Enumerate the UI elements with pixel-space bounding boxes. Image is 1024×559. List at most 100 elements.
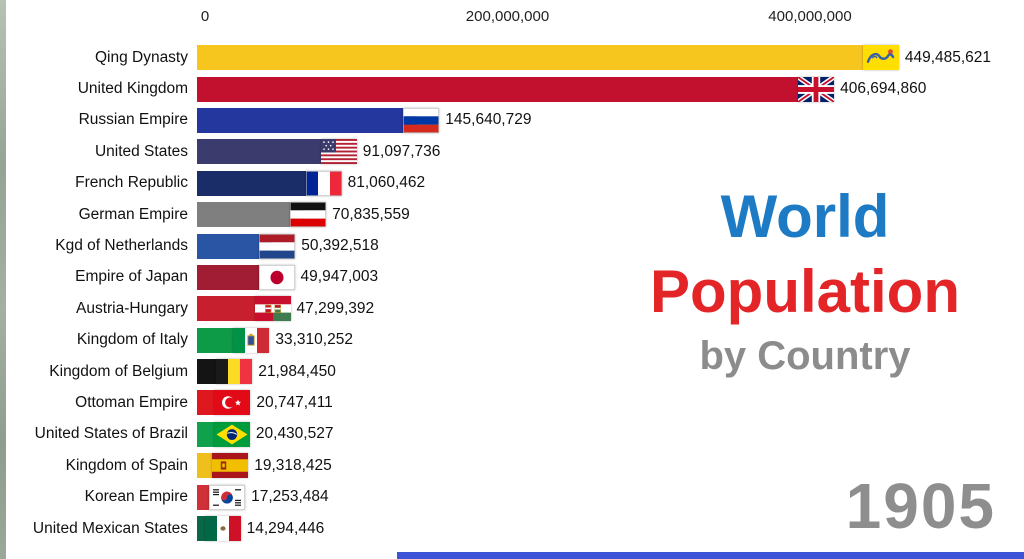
bar-row: Kingdom of Belgium 21,984,450 [0,356,1024,387]
population-bar [197,45,877,71]
chart-title: World Population by Country [600,185,1010,377]
bar-track: 19,318,425 [197,453,1024,479]
bar-row: Austria-Hungary 47,299,392 [0,293,1024,324]
japan-flag-icon [258,264,295,290]
x-axis-tick-label: 200,000,000 [465,8,550,25]
value-label: 20,747,411 [256,393,333,411]
country-label: Kingdom of Belgium [49,362,188,380]
bottom-edge-artifact [397,552,1024,559]
bars-area: Qing Dynasty 449,485,621 United Kingdom 406… [0,42,1024,544]
value-label: 50,392,518 [301,237,379,255]
bar-row: Kingdom of Spain 19,318,425 [0,450,1024,481]
bar-track: 70,835,559 [197,202,1024,228]
x-axis-tick-label: 0 [200,8,210,25]
bar-row: Russian Empire 145,640,729 [0,105,1024,136]
bar-track: 47,299,392 [197,296,1024,322]
title-line-world: World [720,183,890,250]
spain-flag-icon [212,453,249,479]
bar-row: United States 91,097,736 [0,136,1024,167]
country-label: Russian Empire [78,111,188,129]
value-label: 70,835,559 [332,205,410,223]
bar-track: 20,430,527 [197,421,1024,447]
brazil-flag-icon [213,421,250,447]
value-label: 33,310,252 [275,331,353,349]
country-label: Korean Empire [84,488,188,506]
country-label: Kingdom of Spain [65,456,188,474]
population-bar [197,202,305,228]
bar-track: 33,310,252 [197,327,1024,353]
bar-row: United Mexican States 14,294,446 [0,513,1024,544]
bar-track: 145,640,729 [197,107,1024,133]
belgium-flag-icon [216,359,253,385]
country-label: Qing Dynasty [94,48,188,66]
value-label: 20,430,527 [255,425,334,443]
united-states-flag-icon [320,139,357,165]
bar-row: German Empire 70,835,559 [0,199,1024,230]
x-axis-tick-label: 400,000,000 [768,8,852,25]
korean-empire-flag-icon [209,484,246,510]
country-label: German Empire [78,205,188,223]
population-bar [197,139,335,165]
country-label: Kingdom of Italy [76,331,188,349]
bar-row: Qing Dynasty 449,485,621 [0,42,1024,73]
country-label: United Kingdom [77,80,188,98]
value-label: 17,253,484 [251,488,329,506]
value-label: 449,485,621 [904,48,992,66]
value-label: 145,640,729 [445,111,532,129]
austria-hungary-flag-icon [254,296,291,322]
united-kingdom-flag-icon [798,76,835,102]
bar-row: United States of Brazil 20,430,527 [0,419,1024,450]
country-label: United Mexican States [32,519,188,537]
title-line-population: Population [650,258,960,325]
title-line-by-country: by Country [699,334,911,378]
value-label: 19,318,425 [254,456,332,474]
population-bar [197,76,813,102]
french-republic-flag-icon [305,170,342,196]
country-label: United States of Brazil [34,425,188,443]
country-label: Ottoman Empire [75,393,188,411]
ottoman-empire-flag-icon [214,390,251,416]
value-label: 406,694,860 [840,80,927,98]
country-label: United States [94,142,188,160]
bar-track: 21,984,450 [197,359,1024,385]
population-bar [197,170,320,196]
value-label: 21,984,450 [258,362,336,380]
bar-track: 406,694,860 [197,76,1024,102]
country-label: Kgd of Netherlands [55,237,188,255]
bar-track: 91,097,736 [197,139,1024,165]
value-label: 81,060,462 [347,174,426,192]
value-label: 91,097,736 [362,142,441,160]
qing-dynasty-flag-icon [862,45,899,71]
bar-row: Korean Empire 17,253,484 [0,481,1024,512]
country-label: French Republic [75,174,188,192]
russian-empire-flag-icon [403,107,440,133]
bar-row: Empire of Japan 49,947,003 [0,262,1024,293]
value-label: 14,294,446 [246,519,325,537]
bar-row: United Kingdom 406,694,860 [0,73,1024,104]
bar-row: Ottoman Empire 20,747,411 [0,387,1024,418]
bar-track: 17,253,484 [197,484,1024,510]
population-bar [197,107,418,133]
german-empire-flag-icon [290,202,327,228]
bar-track: 449,485,621 [197,45,1024,71]
mexico-flag-icon [204,516,241,542]
year-label: 1905 [845,470,996,542]
bar-track: 81,060,462 [197,170,1024,196]
value-label: 49,947,003 [300,268,379,286]
bar-track: 20,747,411 [197,390,1024,416]
netherlands-flag-icon [259,233,296,259]
bar-track: 49,947,003 [197,264,1024,290]
bar-row: Kingdom of Italy 33,310,252 [0,325,1024,356]
bar-row: French Republic 81,060,462 [0,168,1024,199]
country-label: Empire of Japan [75,268,188,286]
bar-row: Kgd of Netherlands 50,392,518 [0,230,1024,261]
italy-flag-icon [233,327,270,353]
bar-track: 14,294,446 [197,516,1024,542]
bar-track: 50,392,518 [197,233,1024,259]
value-label: 47,299,392 [296,299,375,317]
x-axis: 0 200,000,000 400,000,000 [0,8,1024,28]
left-edge-artifact [0,0,6,559]
country-label: Austria-Hungary [76,299,188,317]
